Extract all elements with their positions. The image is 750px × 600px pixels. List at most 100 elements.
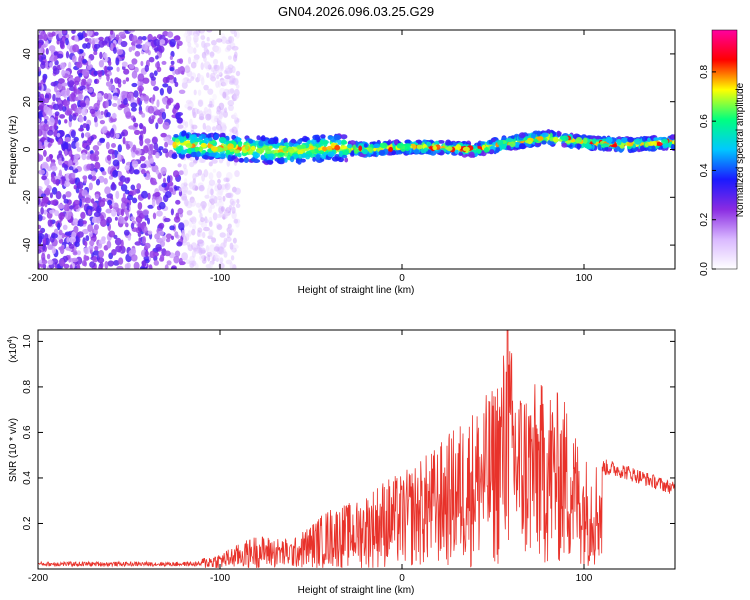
spectrogram-point <box>59 258 65 267</box>
spectrogram-point <box>221 79 228 87</box>
spectrogram-point <box>186 79 192 84</box>
spectrogram-point <box>210 188 214 196</box>
spectrogram-point <box>92 255 99 263</box>
spectrogram-point <box>505 138 514 143</box>
spectrogram-point <box>139 81 144 86</box>
spectrogram-point <box>311 138 317 145</box>
spectrogram-point <box>299 144 307 149</box>
spectrogram-point <box>175 138 180 143</box>
spectrogram-point <box>333 134 341 141</box>
spectrogram-point <box>113 260 120 266</box>
spectrogram-point <box>96 216 101 224</box>
y-tick-label: 20 <box>22 96 33 108</box>
spectrogram-point <box>191 147 196 153</box>
spectrogram-point <box>213 58 219 65</box>
spectrogram-point <box>197 89 202 96</box>
spectrogram-point <box>230 155 236 160</box>
spectrogram-point <box>112 169 118 178</box>
spectrogram-point <box>58 119 61 125</box>
spectrogram-point <box>155 55 159 60</box>
spectrogram-point <box>233 78 239 86</box>
spectrogram-point <box>64 119 68 124</box>
spectrogram-point <box>86 30 93 37</box>
spectrogram-point <box>38 112 43 118</box>
spectrogram-point <box>42 243 46 251</box>
spectrogram-point <box>191 228 196 236</box>
spectrogram-point <box>267 139 276 145</box>
spectrogram-point <box>205 113 212 121</box>
spectrogram-point <box>159 257 165 262</box>
spectrogram-point <box>68 243 75 249</box>
spectrogram-point <box>120 208 125 217</box>
spectrogram-point <box>61 105 67 112</box>
spectrogram-point <box>655 142 663 146</box>
spectrogram-point <box>279 157 285 164</box>
spectrogram-point <box>198 74 204 81</box>
spectrogram-point <box>69 205 74 210</box>
spectrogram-point <box>149 157 154 164</box>
spectrogram-point <box>187 41 192 48</box>
spectrogram-point <box>164 250 171 257</box>
spectrogram-point <box>432 145 438 151</box>
spectrogram-point <box>346 144 353 149</box>
spectrogram-point <box>181 78 187 84</box>
spectrogram-point <box>122 136 126 145</box>
spectrogram-point <box>363 143 368 148</box>
spectrogram-point <box>128 63 135 69</box>
spectrogram-point <box>199 254 205 261</box>
spectrogram-point <box>225 135 230 141</box>
spectrogram-point <box>53 56 57 62</box>
spectrogram-point <box>175 112 181 120</box>
spectrogram-point <box>93 224 99 231</box>
spectrogram-point <box>93 51 98 56</box>
y-tick-label: -20 <box>22 190 33 205</box>
x-tick-label: 100 <box>576 273 593 284</box>
spectrogram-point <box>124 216 129 222</box>
spectrogram-point <box>92 202 98 209</box>
spectrogram-point <box>489 149 495 154</box>
spectrogram-point <box>143 145 149 154</box>
spectrogram-point <box>223 251 228 258</box>
spectrogram-point <box>181 81 188 89</box>
spectrogram-point <box>131 82 138 88</box>
spectrogram-point <box>227 55 232 60</box>
spectrogram-point <box>180 182 187 190</box>
spectrogram-point <box>169 55 173 60</box>
spectrogram-point <box>309 145 314 150</box>
spectrogram-point <box>155 152 160 159</box>
spectrogram-point <box>231 45 239 51</box>
spectrogram-point <box>227 192 234 199</box>
spectrogram-point <box>223 177 229 182</box>
spectrogram-point <box>66 236 70 243</box>
spectrogram-point <box>262 145 270 151</box>
spectrogram-point <box>207 254 211 262</box>
spectrogram-point <box>38 54 42 60</box>
spectrogram-point <box>288 148 295 154</box>
spectrogram-point <box>65 51 70 59</box>
spectrogram-point <box>47 129 54 136</box>
spectrogram-point <box>190 151 198 158</box>
spectrogram-point <box>133 169 140 175</box>
spectrogram-point <box>73 199 80 206</box>
spectrogram-point <box>186 241 191 247</box>
spectrogram-point <box>227 100 235 107</box>
spectrogram-point <box>223 239 227 248</box>
spectrogram-point <box>166 85 173 95</box>
spectrogram-point <box>155 122 159 130</box>
spectrogram-point <box>193 37 199 42</box>
spectrogram-point <box>57 83 62 89</box>
spectrogram-point <box>178 58 184 64</box>
spectrogram-point <box>147 149 154 156</box>
spectrogram-point <box>341 154 348 159</box>
spectrogram-point <box>670 143 675 151</box>
spectrogram-point <box>282 147 288 152</box>
spectrogram-point <box>670 134 675 140</box>
spectrogram-point <box>58 212 65 220</box>
spectrogram-point <box>81 189 88 197</box>
spectrogram-point <box>234 187 241 195</box>
spectrogram-point <box>266 159 274 165</box>
spectrogram-point <box>561 142 568 148</box>
spectrogram-point <box>169 187 174 193</box>
spectrogram-point <box>187 230 192 237</box>
spectrogram-point <box>99 262 104 269</box>
